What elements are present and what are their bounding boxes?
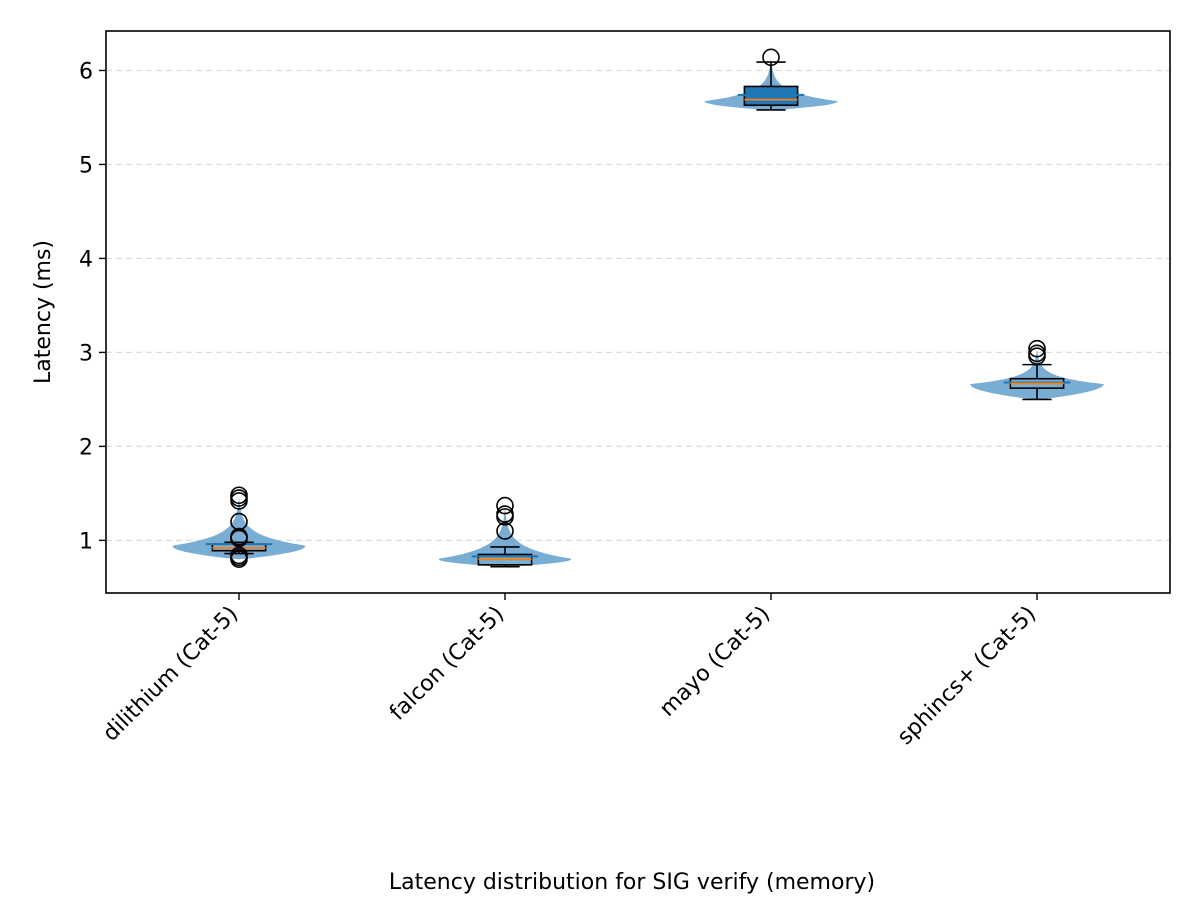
outlier-point xyxy=(496,496,514,515)
outlier-point xyxy=(496,522,514,540)
y-tick-label: 4 xyxy=(79,247,93,272)
y-tick-label: 3 xyxy=(79,341,93,366)
outlier-point xyxy=(762,48,780,67)
grid-layer xyxy=(106,69,1170,541)
y-tick-label: 1 xyxy=(79,529,93,554)
outlier-point xyxy=(230,546,248,565)
x-axis-title: Latency distribution for SIG verify (mem… xyxy=(389,870,875,895)
plot-frame xyxy=(105,30,1171,594)
y-tick-label: 6 xyxy=(79,59,93,84)
outlier-point xyxy=(1028,344,1046,363)
y-tick-label: 5 xyxy=(79,153,93,178)
violin-body xyxy=(438,505,572,567)
outlier-point xyxy=(496,505,514,523)
outlier-point xyxy=(230,527,248,546)
y-axis-title: Latency (ms) xyxy=(31,240,56,384)
outlier-point xyxy=(230,486,248,505)
outlier-point xyxy=(1028,339,1046,358)
outlier-layer xyxy=(230,48,1046,568)
y-tick-label: 2 xyxy=(79,435,93,460)
outlier-point xyxy=(230,512,248,531)
